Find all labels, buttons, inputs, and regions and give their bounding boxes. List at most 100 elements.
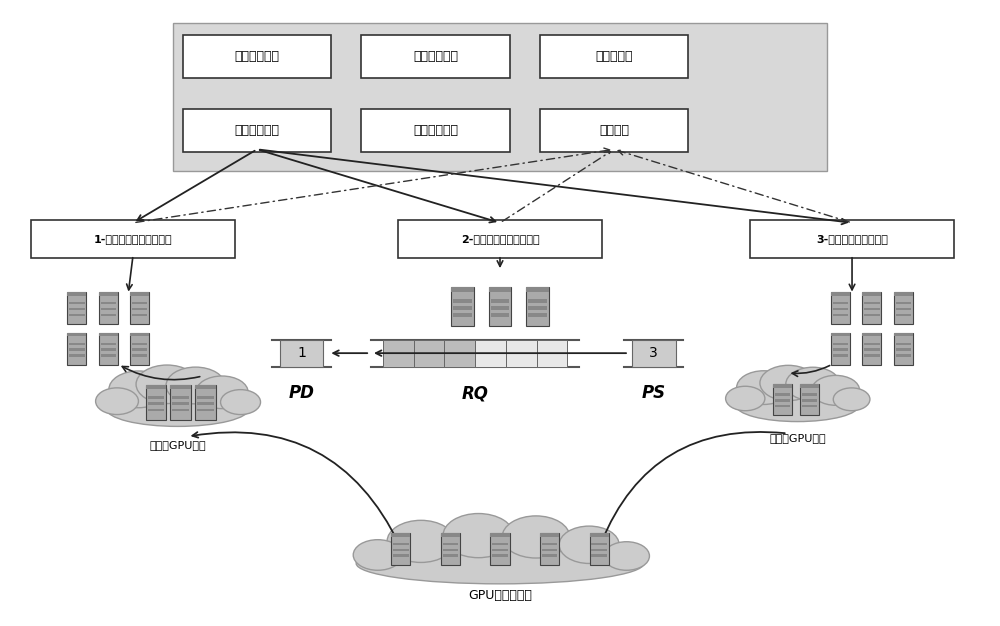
Bar (130, 292, 149, 324)
Bar (383, 339, 414, 367)
Bar (132, 342, 147, 345)
Bar (453, 299, 472, 302)
Bar (130, 292, 149, 295)
FancyBboxPatch shape (361, 109, 510, 152)
Bar (69, 302, 85, 304)
Bar (69, 308, 85, 310)
Bar (831, 292, 850, 295)
Bar (492, 548, 508, 552)
Text: GPU节点资源池: GPU节点资源池 (468, 590, 532, 602)
Bar (69, 354, 85, 357)
Bar (67, 332, 86, 336)
Bar (862, 292, 881, 295)
Bar (528, 314, 547, 317)
Bar (441, 533, 460, 536)
Bar (146, 385, 166, 389)
FancyBboxPatch shape (398, 220, 602, 258)
Circle shape (502, 516, 570, 558)
Bar (864, 302, 880, 304)
Circle shape (737, 371, 791, 404)
Bar (132, 302, 147, 304)
Text: 待回收GPU节点: 待回收GPU节点 (769, 433, 826, 443)
Bar (896, 342, 911, 345)
Bar (864, 349, 880, 351)
Bar (492, 555, 508, 557)
Circle shape (387, 520, 455, 562)
Bar (414, 339, 444, 367)
Bar (775, 399, 790, 402)
Bar (443, 543, 458, 545)
FancyBboxPatch shape (361, 35, 510, 78)
Bar (773, 384, 792, 387)
Bar (894, 332, 913, 336)
Bar (833, 302, 848, 304)
FancyBboxPatch shape (183, 109, 331, 152)
Bar (537, 339, 567, 367)
Bar (894, 332, 913, 365)
Bar (802, 394, 817, 396)
Bar (833, 349, 848, 351)
Bar (67, 292, 86, 295)
Bar (831, 332, 850, 365)
Bar (197, 396, 214, 399)
Bar (99, 332, 118, 365)
Bar (491, 299, 509, 302)
Text: 1: 1 (297, 346, 306, 360)
Text: PD: PD (289, 384, 315, 403)
Bar (101, 314, 116, 316)
Bar (862, 332, 881, 365)
Bar (453, 307, 472, 309)
Bar (441, 533, 460, 565)
Circle shape (559, 526, 619, 563)
Bar (443, 548, 458, 552)
Bar (833, 354, 848, 357)
Bar (173, 23, 827, 171)
Bar (591, 555, 607, 557)
Bar (130, 332, 149, 336)
Bar (526, 287, 549, 326)
Bar (69, 342, 85, 345)
Bar (172, 396, 189, 399)
Bar (101, 342, 116, 345)
Circle shape (812, 376, 860, 405)
Bar (862, 292, 881, 324)
Bar (99, 292, 118, 324)
Bar (451, 287, 474, 326)
Bar (864, 314, 880, 316)
Bar (542, 555, 557, 557)
Circle shape (109, 371, 168, 408)
Text: RQ: RQ (462, 384, 489, 403)
Bar (101, 349, 116, 351)
Bar (453, 314, 472, 317)
Text: 1-高性能计算应用调度器: 1-高性能计算应用调度器 (94, 234, 172, 244)
Bar (443, 555, 458, 557)
FancyBboxPatch shape (183, 35, 331, 78)
Bar (802, 405, 817, 408)
Bar (280, 339, 323, 367)
Bar (590, 533, 609, 565)
Bar (506, 339, 537, 367)
Bar (894, 292, 913, 324)
Circle shape (196, 376, 248, 409)
Text: 采集模块: 采集模块 (599, 125, 629, 137)
Text: 待分配GPU节点: 待分配GPU节点 (149, 439, 206, 449)
Bar (864, 354, 880, 357)
Bar (101, 354, 116, 357)
Bar (67, 332, 86, 365)
Bar (99, 332, 118, 336)
Bar (170, 385, 191, 389)
Bar (148, 409, 164, 411)
Bar (540, 533, 559, 536)
Bar (490, 533, 510, 565)
Bar (540, 533, 559, 565)
Ellipse shape (736, 389, 859, 421)
Bar (172, 409, 189, 411)
Bar (195, 385, 216, 420)
Circle shape (443, 513, 514, 558)
Bar (99, 292, 118, 295)
Bar (862, 332, 881, 336)
Bar (172, 403, 189, 405)
Text: 2-云计算应用平台调度器: 2-云计算应用平台调度器 (461, 234, 539, 244)
Bar (833, 342, 848, 345)
Circle shape (166, 367, 225, 404)
